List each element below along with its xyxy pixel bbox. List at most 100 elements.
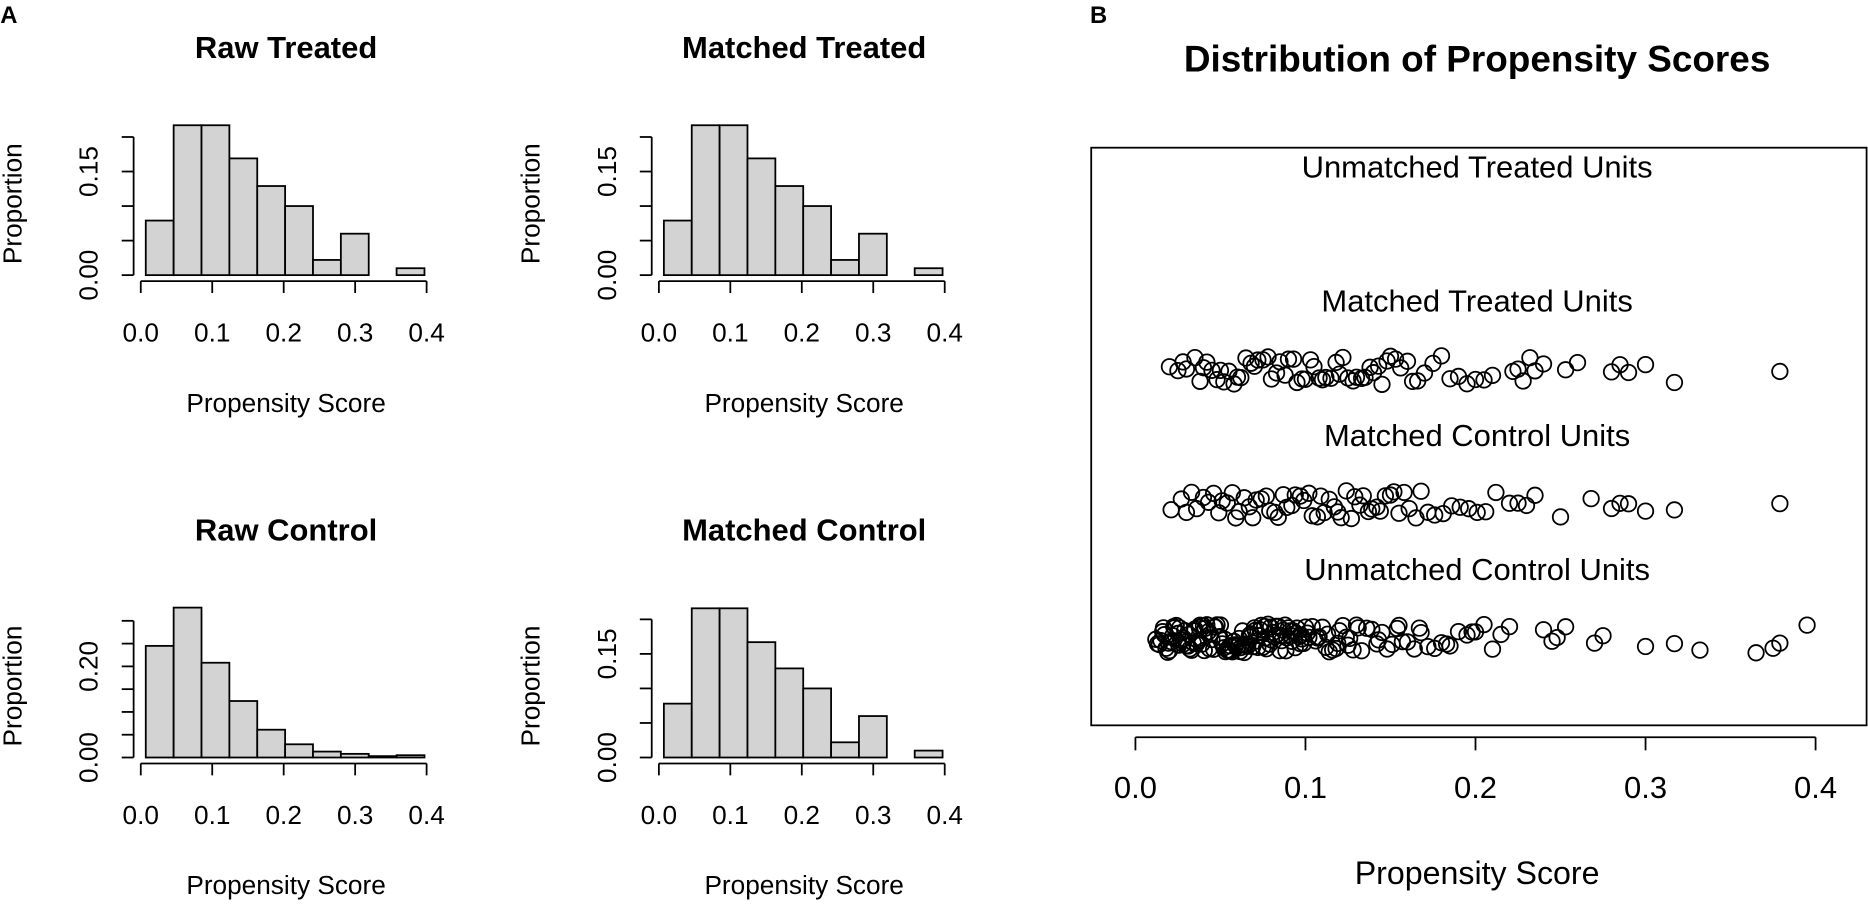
point [1556,361,1575,379]
point [1405,640,1423,658]
chart-title: Distribution of Propensity Scores [1184,39,1770,80]
bar [395,267,426,277]
bar [172,124,203,277]
point [1381,486,1400,504]
y-tick-label: 0.00 [592,732,622,783]
bar [913,267,944,277]
point [1200,640,1219,658]
point [1334,348,1352,367]
x-tick-label: 0.4 [1794,770,1837,805]
y-tick-label: 0.20 [74,641,104,692]
point [1463,623,1481,641]
point [1177,360,1196,378]
plot-frame [1090,146,1868,727]
point [1244,509,1262,527]
point [1257,640,1275,658]
bar [256,185,287,277]
y-tick-label: 0.00 [74,732,104,783]
point [1798,616,1816,634]
chart-title: Matched Control [682,513,926,548]
point [1691,641,1709,659]
point [1371,502,1389,520]
point [1665,634,1684,653]
row-label: Matched Control Units [1324,418,1630,453]
point [1208,370,1226,389]
bar [802,205,832,277]
point [1284,350,1303,368]
point [1665,373,1684,392]
point [1218,494,1236,512]
bar [746,641,777,759]
x-axis-label: Propensity Score [186,870,385,900]
point [1460,500,1478,518]
point [1339,636,1357,654]
point [1182,483,1201,501]
x-tick-label: 0.3 [337,318,373,348]
point [1269,508,1287,526]
x-tick-label: 0.4 [408,318,444,348]
x-axis-label: Propensity Score [1355,855,1600,891]
point [1568,354,1587,372]
x-tick-label: 0.4 [408,800,444,830]
x-tick-label: 0.3 [337,800,373,830]
point [1500,618,1519,636]
point [1177,503,1196,522]
point [1288,373,1306,392]
point [1267,617,1285,636]
row-label: Unmatched Control Units [1304,552,1650,587]
bar [284,205,314,277]
bar [858,715,888,759]
point [1356,368,1374,386]
bar [746,157,777,277]
point [1483,640,1502,658]
bar [172,606,203,759]
point [1283,496,1301,515]
point [1329,634,1347,653]
point [1259,348,1277,366]
chart-title: Matched Treated [682,30,926,65]
point [1771,634,1789,652]
point [1165,617,1183,636]
y-tick-label: 0.15 [592,628,622,679]
bar [718,124,749,277]
point [1346,488,1364,506]
bar [312,750,342,759]
x-tick-label: 0.1 [194,318,230,348]
point [1517,496,1536,515]
point [1441,637,1459,655]
point [1665,501,1684,519]
point [1186,348,1204,367]
point [1636,637,1655,656]
x-tick-label: 0.1 [1284,770,1327,805]
point [1369,357,1388,375]
point [1188,500,1206,518]
point [1378,352,1396,370]
point [1257,487,1275,505]
point [1526,486,1544,504]
point [1210,504,1228,522]
y-tick-label: 0.15 [74,146,104,197]
point [1636,502,1655,520]
bar [144,219,175,277]
point [1386,350,1405,368]
bar [200,661,231,759]
point [1300,484,1318,502]
row-label: Unmatched Treated Units [1302,149,1653,184]
x-tick-label: 0.2 [265,800,301,830]
bar [913,749,944,759]
x-tick-label: 0.2 [784,800,820,830]
point [1451,498,1469,516]
point [1169,361,1187,380]
point [1205,618,1224,636]
bar [662,702,693,759]
point [1602,499,1621,518]
x-tick-label: 0.2 [1454,770,1497,805]
bar [774,667,805,759]
point [1403,372,1422,391]
x-tick-label: 0.2 [784,318,820,348]
point [1551,508,1570,526]
point [1211,361,1230,379]
x-axis-label: Propensity Score [704,388,903,418]
point [1293,370,1311,388]
